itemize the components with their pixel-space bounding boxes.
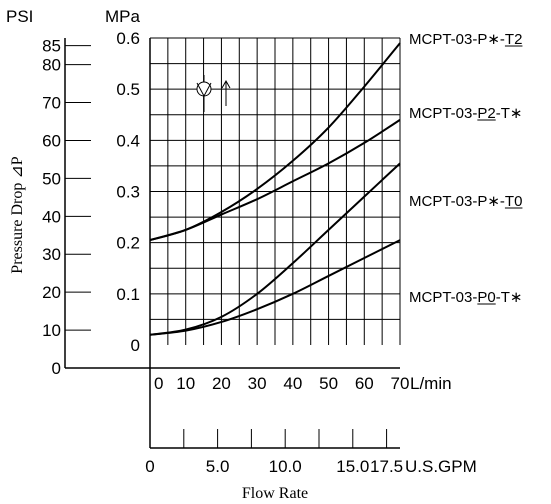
mpa-tick-label: 0.6	[116, 29, 140, 48]
mpa-tick-label: 0	[131, 336, 140, 355]
series-label-part: MCPT-03-	[409, 105, 477, 122]
mpa-tick-label: 0.5	[116, 80, 140, 99]
series-label-part: P2	[477, 105, 495, 122]
grid	[150, 37, 401, 345]
gpm-tick-label: 17.5	[370, 457, 403, 476]
series-label-part: P0	[477, 289, 495, 306]
series-label: MCPT-03-P2-T∗	[409, 105, 522, 122]
lmin-tick-label: 50	[319, 374, 338, 393]
series-label-part: MCPT-03-	[409, 289, 477, 306]
gpm-unit-label: U.S.GPM	[405, 457, 477, 476]
lmin-tick-label: 70	[391, 374, 410, 393]
axes	[64, 38, 400, 449]
psi-tick-label: 70	[42, 94, 61, 113]
mpa-unit-label: MPa	[105, 7, 141, 26]
gpm-tick-label: 5.0	[206, 457, 230, 476]
series-line	[149, 239, 401, 336]
psi-tick-label: 50	[42, 169, 61, 188]
series-label-part: -T∗	[496, 105, 523, 122]
lmin-tick-label: 20	[212, 374, 231, 393]
series-label-part: -T∗	[496, 289, 523, 306]
series-label-part: MCPT-03-P∗-	[409, 31, 505, 48]
mpa-tick-label: 0.4	[116, 131, 140, 150]
series-label-part: T2	[505, 31, 523, 48]
psi-tick-label: 85	[42, 37, 61, 56]
curves	[149, 42, 401, 336]
mpa-tick-label: 0.3	[116, 183, 140, 202]
series-label-part: T0	[505, 193, 523, 210]
series-label: MCPT-03-P∗-T2	[409, 31, 522, 48]
psi-tick-label: 20	[42, 283, 61, 302]
series-label: MCPT-03-P0-T∗	[409, 289, 522, 306]
psi-tick-label: 30	[42, 245, 61, 264]
lmin-tick-label: 30	[248, 374, 267, 393]
psi-tick-label: 10	[42, 321, 61, 340]
check-valve-symbol	[196, 75, 231, 112]
y-axis-title: Pressure Drop ⊿P	[9, 156, 26, 274]
series-label: MCPT-03-P∗-T0	[409, 193, 522, 210]
lmin-tick-label: 60	[355, 374, 374, 393]
gpm-tick-label: 0	[145, 457, 154, 476]
psi-unit-label: PSI	[6, 7, 33, 26]
series-label-part: MCPT-03-P∗-	[409, 193, 505, 210]
lmin-tick-label: 10	[176, 374, 195, 393]
lmin-tick-label: 40	[283, 374, 302, 393]
series-line	[149, 162, 401, 336]
mpa-tick-label: 0.2	[116, 234, 140, 253]
lmin-tick-label: 0	[154, 374, 163, 393]
psi-tick-label: 0	[52, 359, 61, 378]
x-axis-title: Flow Rate	[242, 485, 308, 502]
psi-tick-label: 40	[42, 207, 61, 226]
mpa-tick-label: 0.1	[116, 285, 140, 304]
gpm-tick-label: 15.0	[336, 457, 369, 476]
psi-tick-label: 80	[42, 56, 61, 75]
psi-tick-label: 60	[42, 131, 61, 150]
lmin-unit-label: L/min	[410, 374, 452, 393]
series-line	[149, 119, 401, 242]
gpm-tick-label: 10.0	[269, 457, 302, 476]
